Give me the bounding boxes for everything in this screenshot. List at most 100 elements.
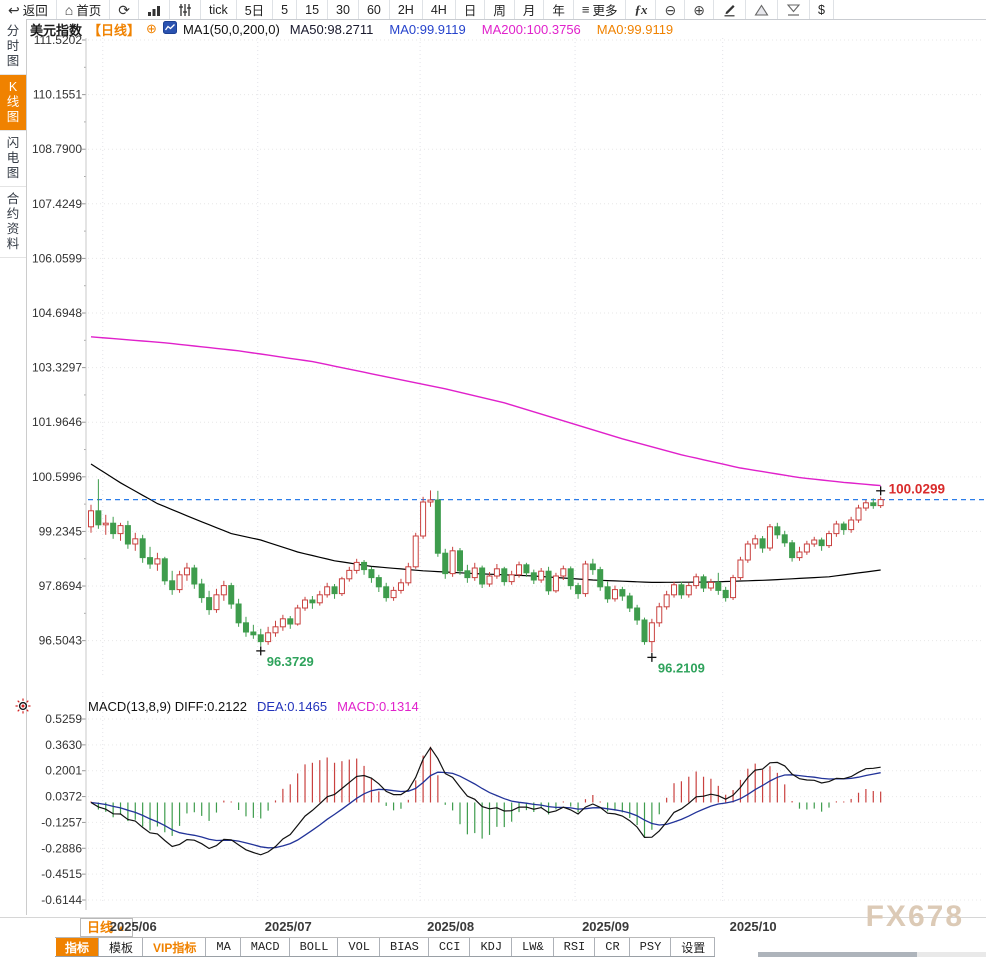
svg-text:104.6948: 104.6948 <box>32 306 82 320</box>
toolbar-period-4h-label: 4H <box>430 2 447 17</box>
tab-settings[interactable]: 设置 <box>671 938 716 956</box>
toolbar-more-label: 更多 <box>592 4 618 18</box>
svg-text:110.1551: 110.1551 <box>33 88 82 102</box>
toolbar-chart-style[interactable] <box>139 0 170 19</box>
toolbar-period-4h[interactable]: 4H <box>423 0 456 19</box>
scrollbar-thumb[interactable] <box>758 952 917 957</box>
sidebar-item-kline-chart[interactable]: K 线 图 <box>0 75 26 131</box>
horizontal-scrollbar[interactable] <box>758 952 986 957</box>
sidebar-item-time-share-chart[interactable]: 分 时 图 <box>0 19 26 75</box>
svg-text:-0.6144: -0.6144 <box>41 893 82 907</box>
toolbar-period-2h-label: 2H <box>397 2 414 17</box>
tab-rsi[interactable]: RSI <box>553 938 596 956</box>
toolbar-period-day[interactable]: 日 <box>456 0 486 19</box>
tab-cci[interactable]: CCI <box>428 938 471 956</box>
sidebar-item-contract-info[interactable]: 合 约 资 料 <box>0 187 26 258</box>
fx-icon: ƒx <box>634 2 648 17</box>
chevron-up-icon: ▲ <box>116 923 126 933</box>
toolbar-period-tick-label: tick <box>208 2 228 17</box>
ma-value-3: MA0:99.9119 <box>596 21 674 37</box>
toolbar-period-month[interactable]: 月 <box>515 0 545 19</box>
toolbar-period-60m-label: 60 <box>366 2 381 17</box>
toolbar-refresh[interactable]: ⟳ <box>110 0 139 19</box>
svg-text:96.5043: 96.5043 <box>39 634 83 648</box>
toolbar-period-15m[interactable]: 15 <box>297 0 329 19</box>
toolbar-fx-functions[interactable]: ƒx <box>626 0 657 19</box>
x-axis-row: 日线 ▲ 2025/06 2025/07 2025/08 2025/09 2025/10 <box>0 917 986 937</box>
svg-text:100.5996: 100.5996 <box>32 470 82 484</box>
svg-text:96.2109: 96.2109 <box>658 660 705 675</box>
toolbar-indicator-panel[interactable] <box>170 0 201 19</box>
toolbar-period-month-label: 月 <box>522 4 536 18</box>
tab-bias[interactable]: BIAS <box>380 938 429 956</box>
bar-chart-icon <box>147 3 161 17</box>
menu-icon: ≡ <box>581 2 590 17</box>
ma-settings-label: MA1(50,0,200,0) <box>182 21 280 37</box>
toolbar-period-5d-label: 5日 <box>244 4 265 18</box>
back-arrow-icon: ↩ <box>8 1 20 18</box>
date-label-2025-09: 2025/09 <box>582 919 630 934</box>
sidebar-item-lightning-chart[interactable]: 闪 电 图 <box>0 131 26 187</box>
date-label-2025-08: 2025/08 <box>427 919 475 934</box>
tab-kdj[interactable]: KDJ <box>470 938 513 956</box>
toolbar-period-5m[interactable]: 5 <box>273 0 298 19</box>
toolbar-zoom-in[interactable]: ⊕ <box>685 0 714 19</box>
macd-header: MACD(13,8,9) DIFF:0.2122 DEA:0.1465 MACD:0… <box>88 699 419 714</box>
tab-ma[interactable]: MA <box>206 938 241 956</box>
toolbar-period-15m-label: 15 <box>305 2 320 17</box>
macd-header-part-0: MACD(13,8,9) DIFF:0.2122 <box>88 699 247 714</box>
date-label-2025-07: 2025/07 <box>264 919 312 934</box>
chart-title-bar: 美元指数 【日线】 ⊕ MA1(50,0,200,0) MA50:98.2711 M… <box>30 21 674 38</box>
svg-text:108.7900: 108.7900 <box>32 142 82 156</box>
toolbar-period-2h[interactable]: 2H <box>390 0 423 19</box>
toolbar-currency-label: $ <box>817 2 825 17</box>
toolbar-currency[interactable]: $ <box>810 0 834 19</box>
tab-indicators[interactable]: 指标 <box>55 938 100 956</box>
svg-text:103.3297: 103.3297 <box>32 361 82 375</box>
tab-vip-indicators[interactable]: VIP指标 <box>143 938 207 956</box>
toolbar-mark-down[interactable] <box>778 0 810 19</box>
toolbar-back[interactable]: ↩ 返回 <box>0 0 57 19</box>
toolbar-period-day-label: 日 <box>463 4 477 18</box>
tab-psy[interactable]: PSY <box>629 938 672 956</box>
toolbar-period-30m[interactable]: 30 <box>328 0 359 19</box>
toolbar-period-60m[interactable]: 60 <box>359 0 390 19</box>
toolbar-mark-up[interactable] <box>746 0 778 19</box>
svg-text:106.0599: 106.0599 <box>32 251 82 265</box>
toolbar-period-5d[interactable]: 5日 <box>237 0 274 19</box>
tab-templates[interactable]: 模板 <box>99 938 144 956</box>
ma-value-1: MA0:99.9119 <box>389 21 466 37</box>
toolbar-home-label: 首页 <box>76 4 102 18</box>
mini-chart-icon <box>162 21 177 37</box>
svg-text:96.3729: 96.3729 <box>267 654 314 669</box>
toolbar-period-week[interactable]: 周 <box>485 0 515 19</box>
tab-lw[interactable]: LW& <box>512 938 554 956</box>
tab-boll[interactable]: BOLL <box>289 938 339 956</box>
toolbar-period-year-label: 年 <box>552 4 565 18</box>
toolbar-back-label: 返回 <box>22 4 48 18</box>
indicator-tabs: 指标 模板 VIP指标 MA MACD BOLL VOL BIAS CCI KDJ LW& RSI CR… <box>55 937 716 957</box>
macd-header-part-2: MACD:0.1314 <box>337 699 419 714</box>
macd-header-part-1: DEA:0.1465 <box>256 699 328 714</box>
toolbar-more[interactable]: ≡ 更多 <box>574 0 627 19</box>
tab-macd[interactable]: MACD <box>240 938 290 956</box>
toolbar-home[interactable]: ⌂ 首页 <box>57 0 111 19</box>
toolbar-period-year[interactable]: 年 <box>544 0 574 19</box>
period-selector[interactable]: 日线 ▲ <box>80 918 133 937</box>
tab-vol[interactable]: VOL <box>338 938 381 956</box>
tab-cr[interactable]: CR <box>595 938 630 956</box>
svg-text:0.0372: 0.0372 <box>45 790 82 804</box>
toolbar-period-30m-label: 30 <box>336 2 350 17</box>
pencil-icon <box>722 2 737 17</box>
svg-text:101.9646: 101.9646 <box>32 415 82 429</box>
add-compare-icon[interactable]: ⊕ <box>146 21 157 36</box>
symbol-name: 美元指数 <box>30 22 83 38</box>
toolbar-period-5m-label: 5 <box>281 2 289 17</box>
main-chart[interactable]: 111.5202 110.1551 108.7900 107.4249 106.0599… <box>0 30 986 915</box>
toolbar-draw[interactable] <box>714 0 746 19</box>
toolbar-zoom-out[interactable]: ⊖ <box>656 0 686 19</box>
toolbar-period-tick[interactable]: tick <box>201 0 237 19</box>
macd-settings-icon[interactable] <box>15 698 31 714</box>
date-label-2025-06: 2025/06 <box>109 919 157 934</box>
